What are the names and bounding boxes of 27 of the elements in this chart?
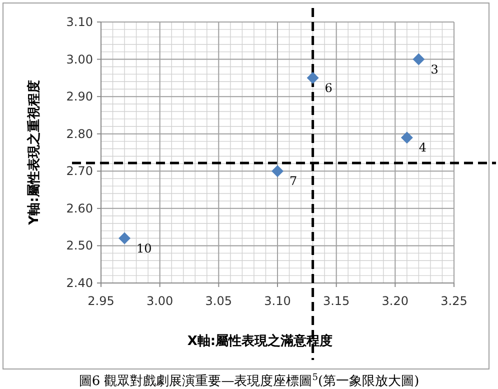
x-tick-label: 3.20 <box>382 294 409 308</box>
y-tick-label: 2.70 <box>66 164 93 178</box>
y-tick-label: 2.80 <box>66 126 93 141</box>
point <box>412 53 425 66</box>
point <box>400 132 413 144</box>
y-axis-title: Y軸:屬性表現之重視程度 <box>26 80 42 226</box>
annotation: 3 <box>430 62 438 76</box>
x-tick-label: 3.00 <box>146 294 174 308</box>
y-tick-label: 2.90 <box>66 90 93 104</box>
point <box>118 232 131 244</box>
annotation: 4 <box>418 140 427 155</box>
y-tick-label: 2.60 <box>66 201 93 216</box>
point <box>272 165 284 178</box>
y-tick-label: 2.50 <box>66 238 93 253</box>
y-tick-label: 2.40 <box>66 276 93 290</box>
x-tick-label: 3.15 <box>322 294 350 308</box>
x-tick-label: 3.25 <box>440 294 468 308</box>
caption: 圖6 觀眾對戲劇展演重要—表現度座標圖$^{5}$(第一象限放大圖) <box>78 373 420 389</box>
annotation: 7 <box>290 174 298 188</box>
y-tick-label: 3.10 <box>66 15 93 29</box>
x-tick-label: 3.05 <box>205 294 232 308</box>
point <box>306 72 319 84</box>
y-tick-label: 3.00 <box>66 52 93 66</box>
x-tick-label: 3.10 <box>264 294 291 308</box>
annotation: 6 <box>324 80 332 95</box>
x-tick-label: 2.95 <box>88 294 114 308</box>
annotation: 10 <box>136 241 152 256</box>
